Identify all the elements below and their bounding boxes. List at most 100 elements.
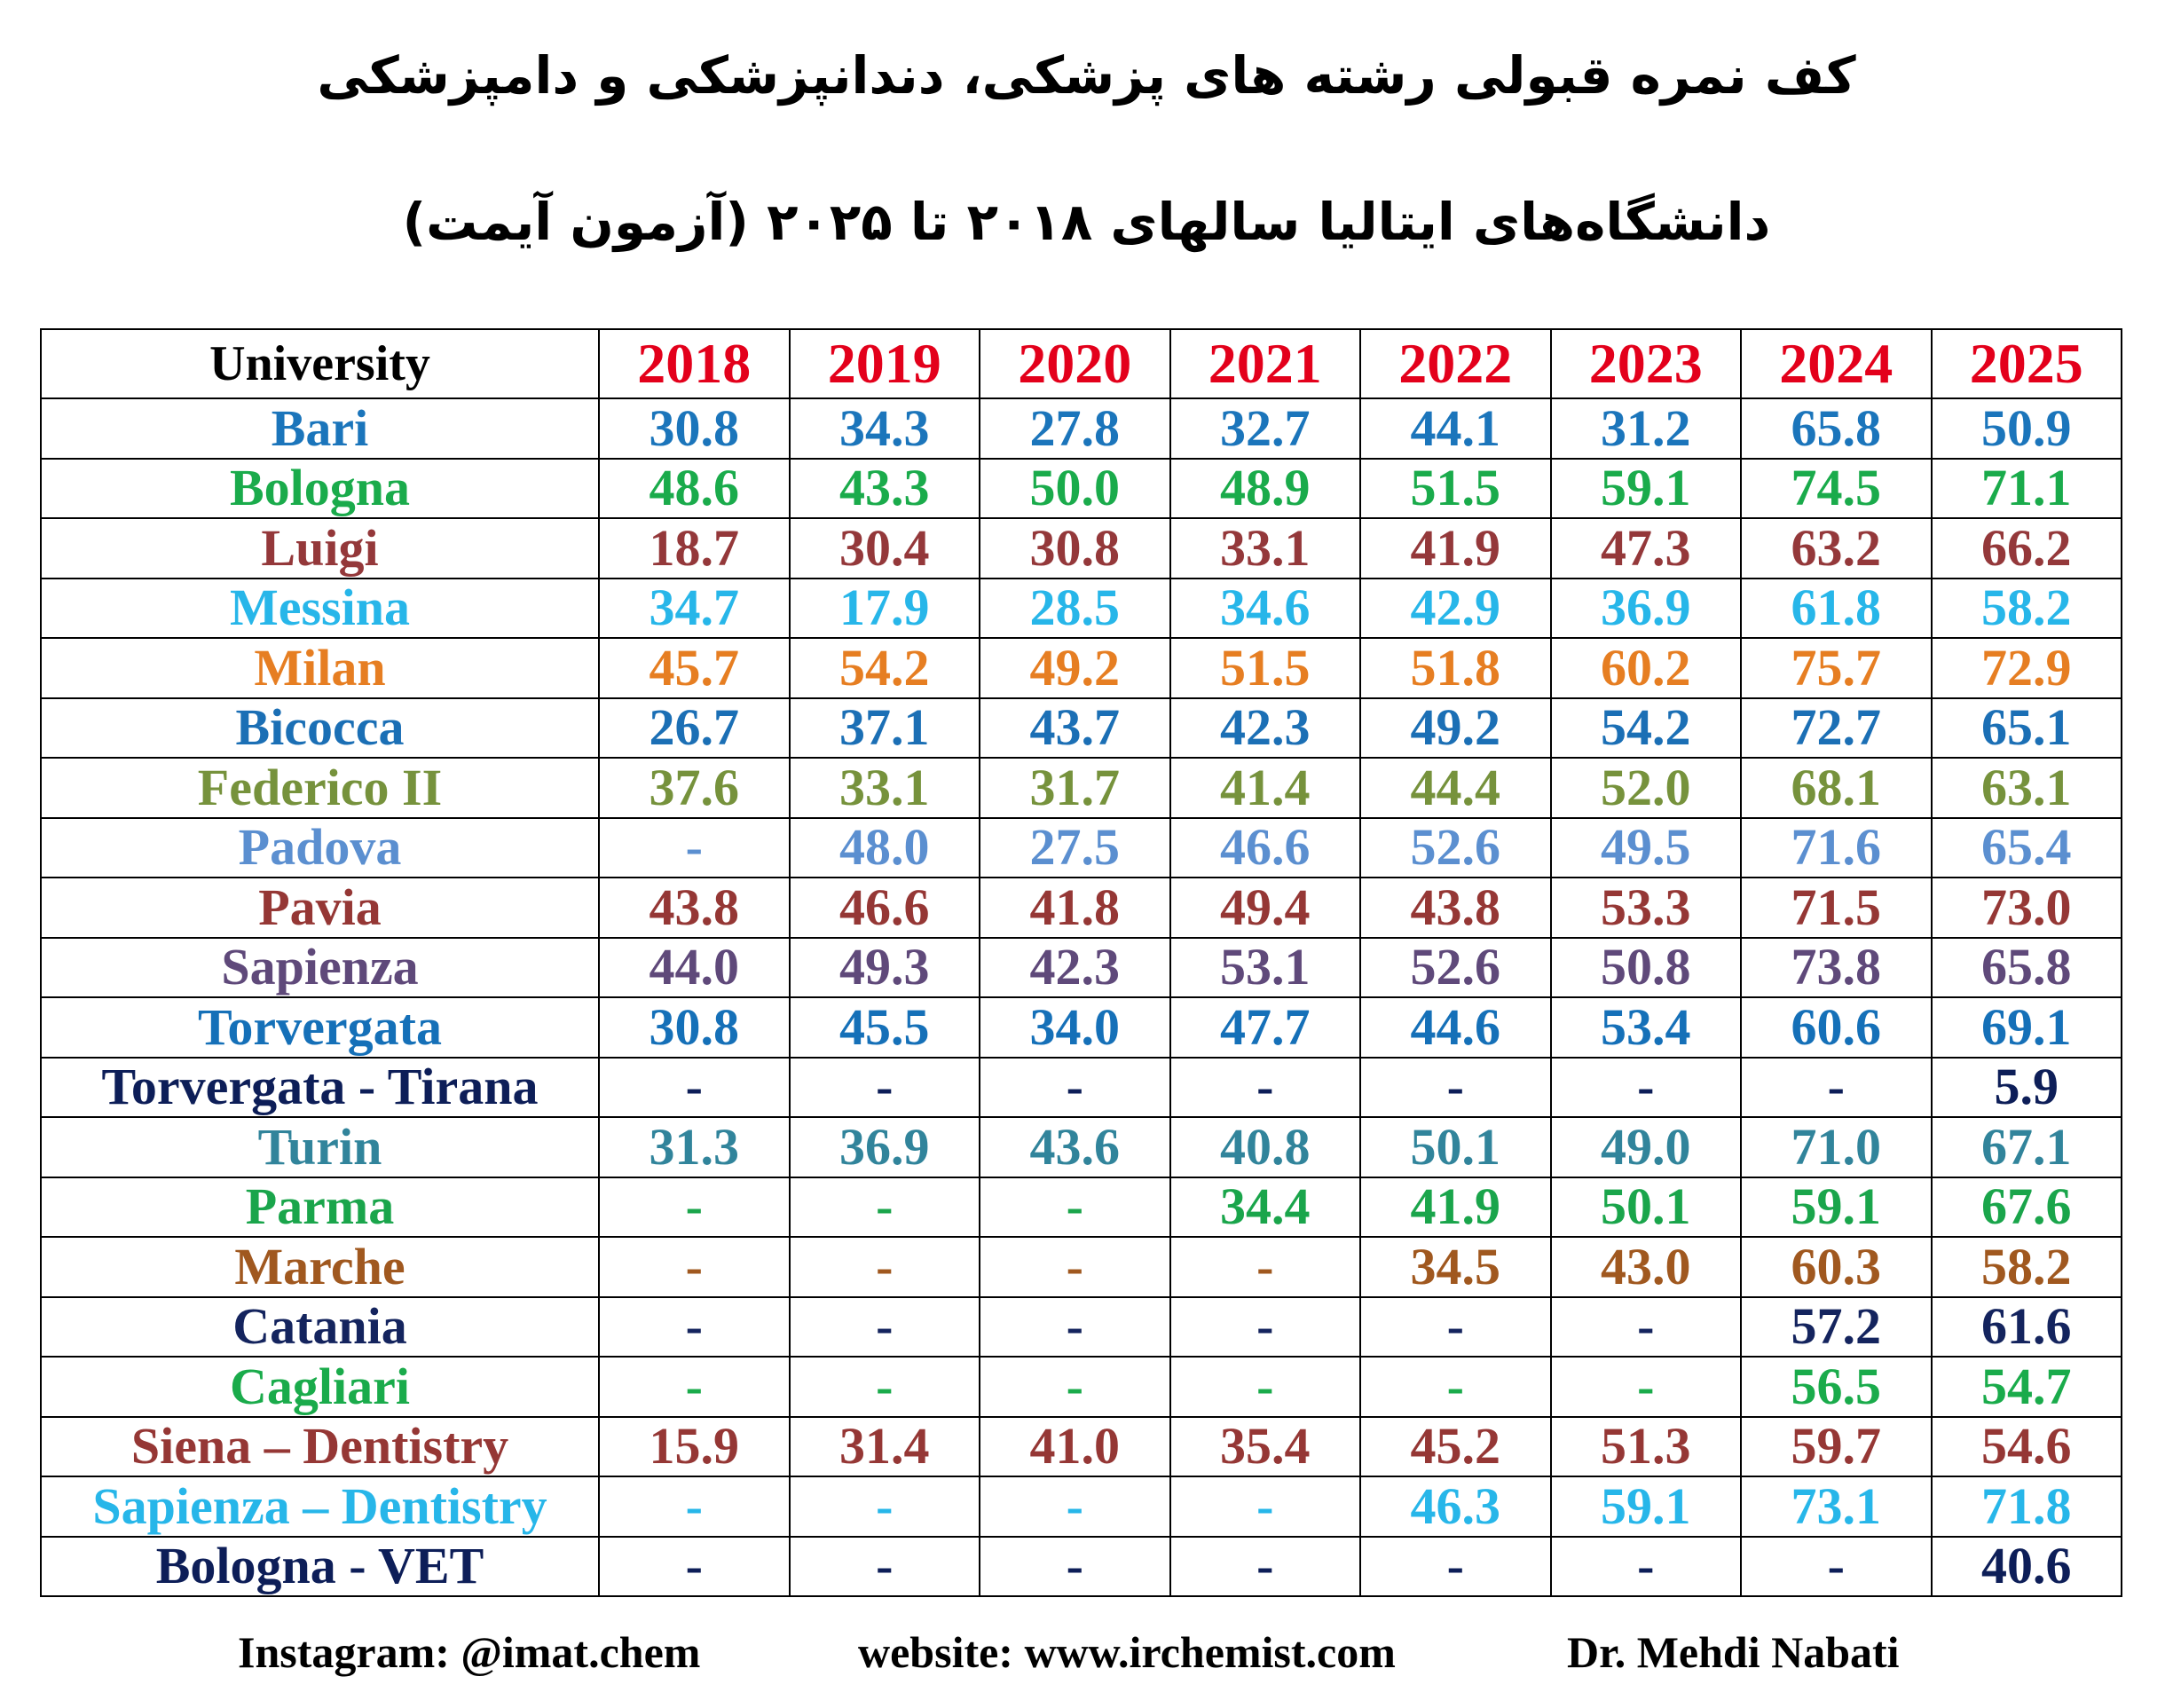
university-name: Luigi — [40, 517, 600, 579]
score-cell: 53.4 — [1549, 996, 1742, 1059]
score-cell: - — [1359, 1056, 1552, 1118]
score-cell: 56.5 — [1740, 1356, 1933, 1418]
score-cell: 68.1 — [1740, 757, 1933, 819]
score-cell: - — [1740, 1535, 1933, 1597]
score-cell: 44.4 — [1359, 757, 1552, 819]
table-row: Catania - - - - - -57.2 61.6 — [40, 1295, 2122, 1358]
score-cell: - — [1549, 1056, 1742, 1118]
cutoff-scores-table: University 2018 2019 2020 2021 2022 2023… — [40, 328, 2122, 1597]
score-cell: 49.5 — [1549, 816, 1742, 878]
score-cell: - — [598, 1535, 791, 1597]
score-cell: 69.1 — [1930, 996, 2122, 1059]
score-cell: - — [1740, 1056, 1933, 1118]
score-cell: 50.1 — [1359, 1116, 1552, 1178]
column-header-year: 2025 — [1930, 328, 2122, 399]
university-name: Parma — [40, 1176, 600, 1238]
table-row: Messina 34.7 17.9 28.5 34.6 42.9 36.9 61.8 58.2 — [40, 577, 2122, 639]
score-cell: 41.0 — [979, 1415, 1171, 1477]
score-cell: 65.8 — [1740, 397, 1933, 460]
score-cell: 49.0 — [1549, 1116, 1742, 1178]
score-cell: 40.6 — [1930, 1535, 2122, 1597]
score-cell: - — [788, 1056, 980, 1118]
score-cell: 47.3 — [1549, 517, 1742, 579]
university-name: Bicocca — [40, 697, 600, 759]
university-name: Bari — [40, 397, 600, 460]
score-cell: - — [1549, 1356, 1742, 1418]
score-cell: 37.1 — [788, 697, 980, 759]
score-cell: 30.4 — [788, 517, 980, 579]
score-cell: 71.1 — [1930, 457, 2122, 519]
table-row: Torvergata - Tirana - - - - - - -5.9 — [40, 1056, 2122, 1118]
table-row: Federico II 37.6 33.1 31.7 41.4 44.4 52.0 68.1 6… — [40, 757, 2122, 819]
score-cell: 31.3 — [598, 1116, 791, 1178]
score-cell: - — [598, 1295, 791, 1358]
score-cell: 59.7 — [1740, 1415, 1933, 1477]
score-cell: 61.6 — [1930, 1295, 2122, 1358]
table-row: Luigi 18.7 30.4 30.8 33.1 41.9 47.3 63.2 66.2 — [40, 517, 2122, 579]
score-cell: - — [788, 1236, 980, 1298]
score-cell: 34.0 — [979, 996, 1171, 1059]
score-cell: 45.5 — [788, 996, 980, 1059]
page-subtitle: دانشگاه‌های ایتالیا سالهای ۲۰۱۸ تا ۲۰۲۵ … — [402, 192, 1771, 252]
score-cell: 48.0 — [788, 816, 980, 878]
score-cell: 74.5 — [1740, 457, 1933, 519]
score-cell: 58.2 — [1930, 577, 2122, 639]
university-name: Torvergata - Tirana — [40, 1056, 600, 1118]
score-cell: - — [979, 1535, 1171, 1597]
score-cell: 36.9 — [1549, 577, 1742, 639]
table-row: Sapienza 44.0 49.3 42.3 53.1 52.6 50.8 73.8 65.8 — [40, 936, 2122, 998]
column-header-year: 2020 — [979, 328, 1171, 399]
page-title: کف نمره قبولی رشته های پزشکی، دندانپزشکی… — [317, 45, 1856, 106]
score-cell: 36.9 — [788, 1116, 980, 1178]
score-cell: 34.6 — [1169, 577, 1361, 639]
score-cell: 63.2 — [1740, 517, 1933, 579]
score-cell: 67.1 — [1930, 1116, 2122, 1178]
score-cell: 35.4 — [1169, 1415, 1361, 1477]
column-header-year: 2023 — [1549, 328, 1742, 399]
score-cell: 51.8 — [1359, 637, 1552, 699]
score-cell: 65.1 — [1930, 697, 2122, 759]
score-cell: - — [1549, 1535, 1742, 1597]
score-cell: 58.2 — [1930, 1236, 2122, 1298]
score-cell: 30.8 — [598, 996, 791, 1059]
score-cell: 73.8 — [1740, 936, 1933, 998]
score-cell: 54.2 — [1549, 697, 1742, 759]
score-cell: 30.8 — [598, 397, 791, 460]
score-cell: 43.8 — [1359, 877, 1552, 939]
column-header-year: 2022 — [1359, 328, 1552, 399]
university-name: Milan — [40, 637, 600, 699]
score-cell: 43.3 — [788, 457, 980, 519]
score-cell: - — [788, 1176, 980, 1238]
table-header-row: University 2018 2019 2020 2021 2022 2023… — [40, 328, 2122, 399]
university-name: Turin — [40, 1116, 600, 1178]
score-cell: 40.8 — [1169, 1116, 1361, 1178]
footer: Instagram: @imat.chem website: www.irche… — [0, 1626, 2173, 1688]
table-row: Milan 45.7 54.2 49.2 51.5 51.8 60.2 75.7 72.9 — [40, 637, 2122, 699]
score-cell: 57.2 — [1740, 1295, 1933, 1358]
score-cell: 54.7 — [1930, 1356, 2122, 1418]
score-cell: 75.7 — [1740, 637, 1933, 699]
score-cell: 33.1 — [1169, 517, 1361, 579]
score-cell: - — [598, 1236, 791, 1298]
score-cell: 49.2 — [979, 637, 1171, 699]
score-cell: 42.3 — [1169, 697, 1361, 759]
score-cell: 54.6 — [1930, 1415, 2122, 1477]
score-cell: 17.9 — [788, 577, 980, 639]
score-cell: 32.7 — [1169, 397, 1361, 460]
university-name: Cagliari — [40, 1356, 600, 1418]
score-cell: 72.9 — [1930, 637, 2122, 699]
score-cell: - — [1359, 1356, 1552, 1418]
score-cell: 45.7 — [598, 637, 791, 699]
table-row: Sapienza – Dentistry - - - -46.3 59.1 73.1 71.8 — [40, 1476, 2122, 1538]
score-cell: 18.7 — [598, 517, 791, 579]
score-cell: 41.8 — [979, 877, 1171, 939]
university-name: Bologna - VET — [40, 1535, 600, 1597]
score-cell: - — [979, 1176, 1171, 1238]
university-name: Padova — [40, 816, 600, 878]
table-row: Marche - - - -34.5 43.0 60.3 58.2 — [40, 1236, 2122, 1298]
score-cell: 60.3 — [1740, 1236, 1933, 1298]
table-row: Turin 31.3 36.9 43.6 40.8 50.1 49.0 71.0 67.1 — [40, 1116, 2122, 1178]
score-cell: 48.9 — [1169, 457, 1361, 519]
table-row: Pavia 43.8 46.6 41.8 49.4 43.8 53.3 71.5 73.0 — [40, 877, 2122, 939]
score-cell: 46.6 — [788, 877, 980, 939]
